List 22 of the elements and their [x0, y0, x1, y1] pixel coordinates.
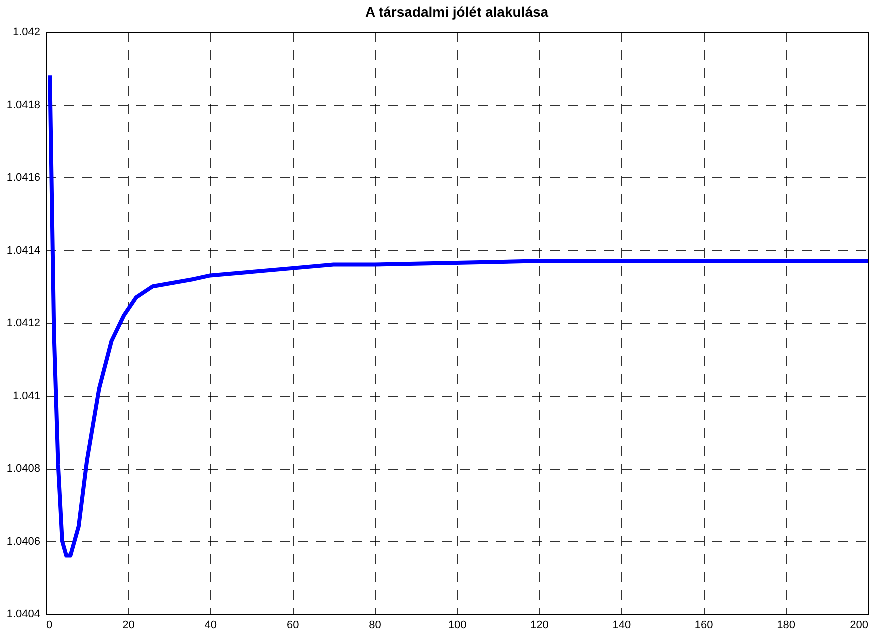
line-series [48, 74, 868, 558]
x-tick-label: 0 [46, 620, 53, 632]
chart-title: A társadalmi jólét alakulása [365, 4, 549, 20]
y-tick-label: 1.0418 [6, 99, 40, 112]
x-tick-label: 200 [850, 620, 868, 632]
x-tick-label: 120 [530, 620, 549, 632]
x-tick-label: 160 [694, 620, 714, 632]
y-tick-label: 1.0408 [6, 463, 40, 475]
y-tick-label: 1.0414 [6, 244, 40, 257]
y-tick-label: 1.0406 [6, 536, 40, 548]
x-tick-label: 80 [369, 620, 382, 632]
y-tick-label: 1.0412 [6, 318, 40, 330]
x-tick-label: 40 [204, 620, 218, 632]
y-tick-label: 1.0416 [6, 172, 40, 184]
y-tick-label: 1.041 [12, 390, 40, 402]
x-tick-label: 180 [777, 620, 796, 632]
y-tick-label: 1.0404 [6, 608, 40, 620]
x-tick-label: 140 [612, 620, 632, 632]
x-tick-label: 60 [286, 620, 300, 632]
x-tick-label: 100 [448, 620, 467, 632]
x-tick-label: 20 [122, 620, 135, 632]
y-tick-label: 1.042 [12, 26, 40, 38]
